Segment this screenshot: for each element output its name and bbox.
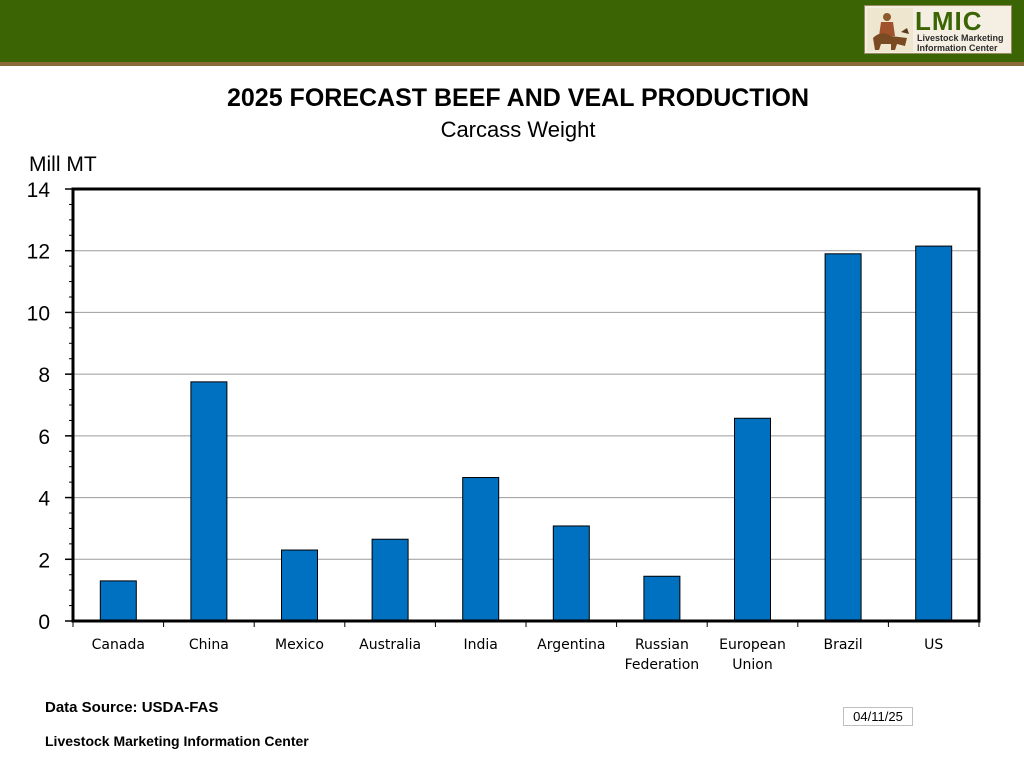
bar-china — [190, 381, 228, 622]
bar-brazil — [824, 253, 862, 622]
x-tick-label: US — [924, 637, 943, 653]
organization-name: Livestock Marketing Information Center — [45, 733, 309, 749]
header-divider — [0, 62, 1024, 66]
y-tick-label: 10 — [27, 302, 50, 325]
chart-title: 2025 FORECAST BEEF AND VEAL PRODUCTION — [226, 84, 810, 112]
plot-frame — [71, 187, 981, 623]
cattleman-icon — [867, 8, 913, 52]
x-tick-label: Australia — [359, 637, 421, 653]
x-tick-label: Russian Federation — [625, 637, 700, 673]
logo-acronym: LMIC — [915, 6, 983, 36]
chart-subtitle: Carcass Weight — [440, 117, 596, 142]
bar-india — [462, 477, 500, 622]
logo-line-2: Information Center — [917, 43, 998, 53]
x-tick-label: Brazil — [824, 637, 863, 653]
bar-european-union — [734, 417, 771, 622]
y-tick-label: 2 — [38, 549, 50, 572]
y-tick-label: 6 — [38, 426, 50, 449]
logo-line-1: Livestock Marketing — [917, 33, 1004, 43]
header-bar — [0, 0, 1024, 62]
bar-australia — [371, 538, 409, 622]
bar-canada — [99, 580, 137, 622]
date-stamp: 04/11/25 — [843, 707, 913, 726]
y-axis-label: Mill MT — [29, 153, 97, 176]
bar-mexico — [281, 549, 318, 622]
y-tick-label: 4 — [38, 488, 50, 511]
x-tick-label: China — [189, 637, 229, 653]
x-tick-label: India — [464, 637, 498, 653]
bar-russian-federation — [643, 575, 681, 622]
y-tick-label: 0 — [38, 611, 50, 634]
y-tick-label: 12 — [27, 241, 50, 264]
data-source: Data Source: USDA-FAS — [45, 699, 219, 716]
x-tick-label: Canada — [92, 637, 145, 653]
bar-us — [915, 245, 953, 622]
y-tick-label: 14 — [27, 179, 51, 202]
y-tick-label: 8 — [38, 364, 50, 387]
x-tick-label: Mexico — [275, 637, 324, 653]
x-tick-label: European Union — [719, 637, 786, 673]
x-tick-label: Argentina — [537, 637, 605, 653]
bar-argentina — [552, 525, 590, 622]
lmic-logo: LMIC Livestock Marketing Information Cen… — [864, 5, 1012, 54]
